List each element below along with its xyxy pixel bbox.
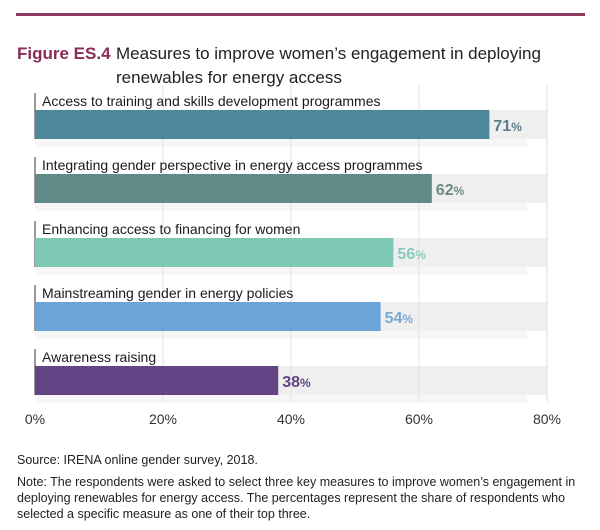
value-label: 38% [282,374,311,391]
bar-shadow [35,331,527,339]
value-label: 56% [397,246,426,263]
bar [35,302,381,331]
x-tick-label: 80% [533,411,561,427]
bar-shadow [35,139,527,147]
figure-number: Figure ES.4 [17,44,111,63]
bar [35,238,394,267]
bar [35,366,279,395]
category-label: Mainstreaming gender in energy policies [42,285,293,301]
value-number: 56 [397,246,415,263]
value-suffix: % [402,312,413,326]
value-label: 71% [493,118,522,135]
source-text: Source: IRENA online gender survey, 2018… [17,453,258,467]
note-text: Note: The respondents were asked to sele… [17,475,576,521]
x-tick-label: 60% [405,411,433,427]
value-number: 71 [493,118,511,135]
value-suffix: % [415,248,426,262]
top-rule [16,13,585,16]
bar [35,110,490,139]
value-label: 54% [385,310,414,327]
value-suffix: % [300,376,311,390]
value-number: 62 [436,182,454,199]
value-suffix: % [511,120,522,134]
bar-shadow [35,395,527,403]
value-label: 62% [436,182,465,199]
x-tick-label: 20% [149,411,177,427]
value-number: 38 [282,374,300,391]
x-tick-label: 40% [277,411,305,427]
figure-title-text: Measures to improve women’s engagement i… [116,44,541,87]
bar-shadow [35,203,527,211]
category-label: Integrating gender perspective in energy… [42,157,423,173]
bar-chart: Access to training and skills developmen… [25,85,561,427]
x-tick-label: 0% [25,411,45,427]
category-label: Awareness raising [42,349,156,365]
category-label: Access to training and skills developmen… [42,93,381,109]
bar [35,174,432,203]
bar-shadow [35,267,527,275]
value-suffix: % [454,184,465,198]
figure-title: Figure ES.4 Measures to improve women’s … [17,42,577,87]
value-number: 54 [385,310,403,327]
category-label: Enhancing access to financing for women [42,221,300,237]
